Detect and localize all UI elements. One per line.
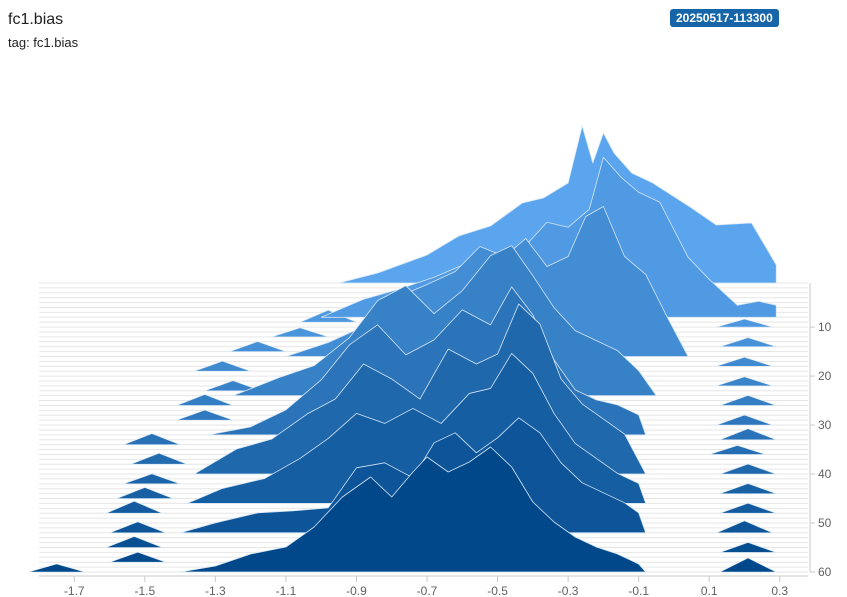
histogram-outlier bbox=[106, 500, 163, 514]
x-tick-label: -0.7 bbox=[417, 584, 438, 597]
histogram-outlier bbox=[709, 445, 766, 455]
histogram-outlier bbox=[109, 521, 166, 534]
histogram-outlier bbox=[716, 356, 773, 367]
histogram-outlier bbox=[204, 380, 262, 392]
step-tick-label: 60 bbox=[818, 565, 832, 579]
step-axis: 10 20 30 40 50 60 bbox=[809, 283, 832, 579]
histogram-outlier bbox=[719, 463, 777, 475]
x-tick-label: -1.1 bbox=[276, 584, 297, 597]
histogram-frame bbox=[179, 446, 647, 573]
histogram-outlier bbox=[123, 433, 180, 445]
x-tick-label: -1.7 bbox=[64, 584, 85, 597]
histogram-outlier bbox=[106, 536, 163, 548]
run-badge[interactable]: 20250517-113300 bbox=[670, 9, 779, 27]
step-tick-label: 40 bbox=[818, 467, 832, 481]
histogram-outlier bbox=[719, 428, 777, 441]
histogram-outlier bbox=[719, 395, 777, 406]
histogram-outlier bbox=[123, 473, 180, 485]
histogram-outlier bbox=[271, 327, 329, 338]
histogram-outlier bbox=[116, 487, 173, 499]
histogram-outlier bbox=[130, 452, 188, 465]
histogram-outlier bbox=[716, 376, 773, 387]
step-tick-label: 50 bbox=[818, 516, 832, 530]
histogram-outlier bbox=[28, 563, 85, 573]
chart-title: fc1.bias bbox=[8, 11, 64, 28]
histogram-outlier bbox=[109, 551, 166, 563]
x-tick-label: -1.5 bbox=[134, 584, 155, 597]
x-tick-label: -0.3 bbox=[558, 584, 579, 597]
histogram-outlier bbox=[719, 542, 777, 553]
histogram-outlier bbox=[194, 360, 251, 372]
x-axis: -1.7 -1.5 -1.3 -1.1 -0.9 -0.7 -0.5 -0.3 -0.1 0.1 0… bbox=[39, 575, 808, 597]
histogram-outlier bbox=[716, 520, 773, 534]
x-tick-label: 0.3 bbox=[771, 584, 788, 597]
histogram-frame bbox=[320, 156, 777, 318]
histogram-outlier bbox=[719, 483, 777, 494]
histogram-outlier bbox=[229, 341, 286, 352]
histogram-outlier bbox=[176, 409, 233, 421]
step-tick-label: 30 bbox=[818, 418, 832, 432]
histogram-outlier bbox=[716, 318, 773, 328]
histogram-outlier bbox=[716, 414, 773, 426]
histogram-outlier bbox=[719, 502, 777, 514]
step-tick-label: 20 bbox=[818, 369, 832, 383]
x-tick-label: 0.1 bbox=[701, 584, 718, 597]
histogram-outlier bbox=[176, 394, 233, 406]
x-tick-label: -1.3 bbox=[205, 584, 226, 597]
x-tick-label: -0.9 bbox=[346, 584, 367, 597]
histogram-outlier bbox=[719, 337, 777, 347]
x-tick-label: -0.1 bbox=[628, 584, 649, 597]
histogram-series bbox=[28, 125, 777, 573]
tag-label: tag: fc1.bias bbox=[8, 35, 79, 50]
x-tick-label: -0.5 bbox=[487, 584, 508, 597]
step-tick-label: 10 bbox=[818, 320, 832, 334]
histogram-outlier bbox=[719, 557, 777, 573]
